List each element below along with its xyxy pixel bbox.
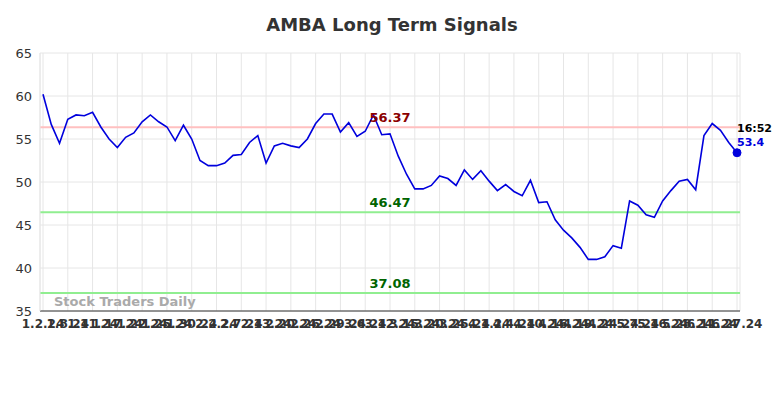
svg-text:40: 40 (15, 261, 32, 276)
svg-text:53.4: 53.4 (737, 136, 764, 149)
svg-text:60: 60 (15, 89, 32, 104)
svg-text:46.47: 46.47 (369, 195, 410, 210)
html-text:AMBA Long Term Signals: AMBA Long Term Signals (266, 14, 518, 35)
svg-text:50: 50 (15, 175, 32, 190)
svg-text:35: 35 (15, 304, 32, 319)
svg-text:4.24.24: 4.24.24 (587, 316, 639, 331)
svg-text:4.1.24: 4.1.24 (467, 316, 511, 331)
svg-text:65: 65 (15, 46, 32, 61)
svg-text:1.30.24: 1.30.24 (166, 316, 218, 331)
svg-text:56.37: 56.37 (369, 110, 410, 125)
svg-text:16:52: 16:52 (737, 122, 772, 135)
svg-text:6.27.24: 6.27.24 (712, 317, 763, 331)
svg-text:55: 55 (15, 132, 32, 147)
html-text:Stock Traders Daily: Stock Traders Daily (54, 294, 196, 309)
svg-text:3.25.24: 3.25.24 (438, 316, 490, 331)
svg-text:37.08: 37.08 (369, 276, 410, 291)
svg-text:2.29.24: 2.29.24 (315, 316, 366, 331)
svg-text:45: 45 (15, 218, 32, 233)
svg-text:2.2.24: 2.2.24 (195, 316, 238, 331)
